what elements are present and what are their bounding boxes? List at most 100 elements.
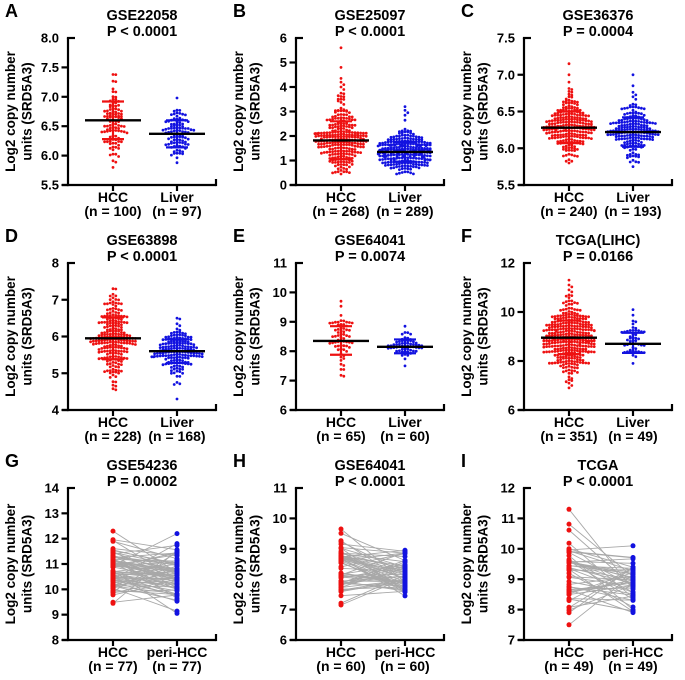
- x-group-label: HCC: [98, 644, 128, 660]
- y-tick-label: 2: [280, 129, 287, 144]
- panel-F-Liver-dots: [620, 308, 646, 365]
- y-tick-label: 6: [508, 403, 515, 418]
- panel-C: C GSE36376 P = 0.0004 Log2 copy number units…: [456, 0, 685, 225]
- panel-letter: D: [5, 226, 18, 246]
- p-value: P = 0.0004: [563, 24, 633, 40]
- p-value: P = 0.0002: [107, 474, 177, 490]
- panel-H-peri-HCC-dots: [402, 547, 408, 599]
- panel-A: A GSE22058 P < 0.0001 Log2 copy number units…: [0, 0, 228, 225]
- x-group-label: HCC: [554, 189, 584, 205]
- y-tick-label: 6: [280, 31, 287, 46]
- x-group-label: Liver: [388, 189, 422, 205]
- y-tick-label: 8: [508, 354, 515, 369]
- y-tick-label: 7.0: [41, 89, 59, 104]
- y-axis-label-line2: units (SRD5A3): [248, 287, 263, 385]
- y-axis-label-line1: Log2 copy number: [231, 503, 246, 625]
- y-axis-label-line2: units (SRD5A3): [248, 515, 263, 613]
- panel-letter: F: [461, 226, 472, 246]
- x-group-n: (n = 60): [380, 658, 429, 674]
- chart-title: GSE22058: [107, 8, 178, 24]
- panel-A-Liver-dots: [161, 96, 196, 165]
- x-group-label: Liver: [160, 189, 194, 205]
- y-tick-label: 13: [45, 506, 59, 521]
- y-tick-label: 9: [508, 572, 515, 587]
- y-tick-label: 11: [273, 481, 287, 496]
- y-tick-label: 8.0: [41, 31, 59, 46]
- pair-lines: [340, 528, 406, 606]
- y-tick-label: 10: [273, 511, 287, 526]
- x-group-n: (n = 49): [544, 658, 593, 674]
- y-tick-label: 4: [52, 403, 60, 418]
- y-tick-label: 8: [52, 256, 59, 271]
- panel-I: I TCGA P < 0.0001 Log2 copy number units (SR…: [456, 450, 685, 680]
- y-axis-label-line1: Log2 copy number: [3, 50, 18, 172]
- panel-B: B GSE25097 P < 0.0001 Log2 copy number units…: [228, 0, 456, 225]
- p-value: P < 0.0001: [107, 24, 177, 40]
- chart-title: GSE54236: [107, 458, 178, 474]
- x-group-label: HCC: [326, 189, 356, 205]
- y-axis-label-line1: Log2 copy number: [459, 50, 474, 172]
- y-axis-label-line2: units (SRD5A3): [20, 287, 35, 385]
- p-value: P < 0.0001: [107, 249, 177, 265]
- y-tick-label: 7.5: [497, 31, 515, 46]
- y-axis-label-line1: Log2 copy number: [459, 503, 474, 625]
- chart-title: TCGA: [577, 458, 619, 474]
- panel-C-Liver-dots: [606, 73, 660, 169]
- panel-G-HCC-dots: [110, 528, 116, 606]
- x-group-label: HCC: [326, 644, 356, 660]
- x-group-label: Liver: [616, 189, 650, 205]
- panel-G: G GSE54236 P = 0.0002 Log2 copy number units…: [0, 450, 228, 680]
- y-tick-label: 1: [280, 153, 287, 168]
- y-axis-label-line1: Log2 copy number: [231, 50, 246, 172]
- y-tick-label: 10: [45, 582, 59, 597]
- y-axis-label-line2: units (SRD5A3): [476, 515, 491, 613]
- panel-E: E GSE64041 P = 0.0074 Log2 copy number units…: [228, 225, 456, 450]
- y-tick-label: 10: [501, 541, 515, 556]
- x-group-label: Liver: [160, 414, 194, 430]
- chart-title: GSE36376: [563, 8, 634, 24]
- x-group-label: HCC: [98, 189, 128, 205]
- x-group-n: (n = 100): [84, 203, 141, 219]
- y-tick-label: 0: [280, 178, 287, 193]
- p-value: P = 0.0074: [335, 249, 405, 265]
- x-group-label: HCC: [554, 644, 584, 660]
- panel-letter: H: [233, 451, 246, 471]
- y-tick-label: 3: [280, 104, 287, 119]
- panel-D: D GSE63898 P < 0.0001 Log2 copy number units…: [0, 225, 228, 450]
- panel-letter: G: [5, 451, 20, 471]
- y-tick-label: 7.0: [497, 67, 515, 82]
- panel-B-Liver-dots: [376, 105, 432, 176]
- y-tick-label: 6: [52, 329, 59, 344]
- y-tick-label: 10: [501, 305, 515, 320]
- x-group-n: (n = 268): [312, 203, 369, 219]
- y-tick-label: 7: [280, 373, 287, 388]
- p-value: P < 0.0001: [335, 474, 405, 490]
- y-tick-label: 6.0: [41, 148, 59, 163]
- y-axis-label-line2: units (SRD5A3): [20, 515, 35, 613]
- y-tick-label: 6.5: [41, 119, 59, 134]
- panel-H: H GSE64041 P < 0.0001 Log2 copy number units…: [228, 450, 456, 680]
- y-tick-label: 6: [280, 403, 287, 418]
- y-tick-label: 6.0: [497, 141, 515, 156]
- y-axis-label-line1: Log2 copy number: [3, 503, 18, 625]
- y-tick-label: 7: [508, 633, 515, 648]
- y-tick-label: 5.5: [41, 178, 59, 193]
- pair-lines: [112, 530, 178, 614]
- y-tick-label: 11: [501, 511, 515, 526]
- x-group-n: (n = 240): [540, 203, 597, 219]
- y-axis-label-line1: Log2 copy number: [459, 275, 474, 397]
- chart-title: GSE63898: [107, 233, 178, 249]
- x-group-label: Liver: [616, 414, 650, 430]
- chart-title: TCGA(LIHC): [556, 233, 641, 249]
- y-tick-label: 11: [45, 557, 59, 572]
- y-tick-label: 7: [280, 602, 287, 617]
- x-group-label: peri-HCC: [603, 644, 664, 660]
- x-group-n: (n = 49): [608, 428, 657, 444]
- panel-I-HCC-dots: [566, 506, 572, 628]
- panel-D-Liver-dots: [150, 316, 204, 401]
- x-group-label: peri-HCC: [375, 644, 436, 660]
